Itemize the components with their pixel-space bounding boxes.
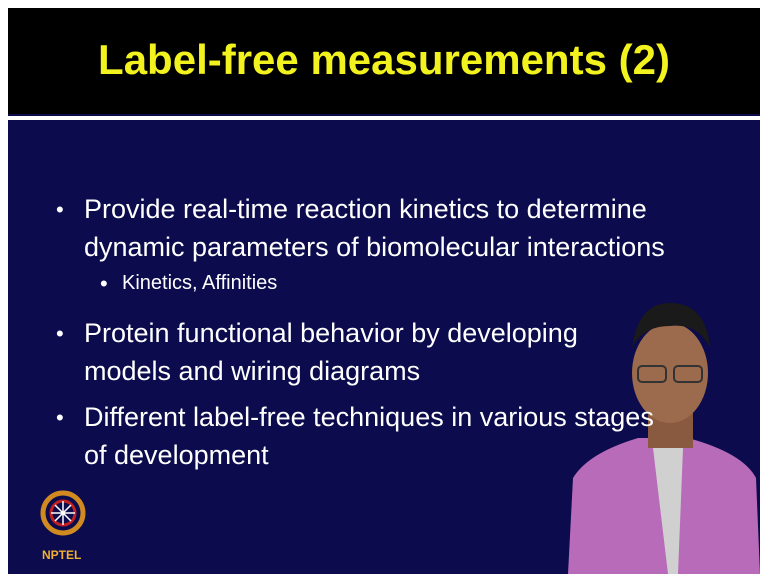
bullet-text: of development [84,440,269,471]
logo-label: NPTEL [42,548,81,562]
bullet-text: Different label-free techniques in vario… [84,402,654,433]
sub-bullet-text: Kinetics, Affinities [122,272,277,295]
bullet-dot: • [56,321,64,347]
decor [8,8,760,574]
bullet-text: Protein functional behavior by developin… [84,318,578,349]
page: Label-free measurements (2) NPTEL •Provi… [0,0,766,581]
bullet-dot: • [56,197,64,223]
bullet-text: models and wiring diagrams [84,356,420,387]
presenter [568,303,760,574]
bullet-text: Provide real-time reaction kinetics to d… [84,194,647,225]
bullet-text: dynamic parameters of biomolecular inter… [84,232,665,263]
slide: Label-free measurements (2) NPTEL •Provi… [8,8,760,574]
nptel-logo [43,493,83,533]
sub-bullet-dot: • [100,271,108,297]
bullet-dot: • [56,405,64,431]
